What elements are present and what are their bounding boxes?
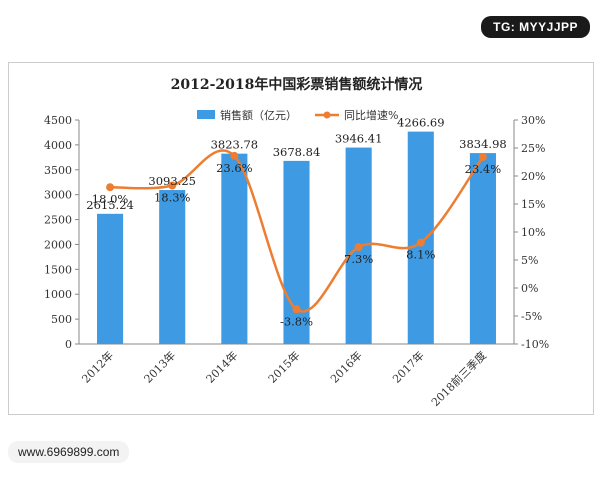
x-tick-label: 2016年	[327, 348, 364, 385]
bar	[283, 160, 310, 344]
right-tick-label: 25%	[521, 142, 545, 155]
bar-value-label: 3823.78	[211, 138, 259, 152]
legend-line-marker	[323, 111, 331, 119]
line-value-label: 23.6%	[216, 161, 253, 175]
left-tick-label: 2500	[44, 214, 72, 227]
x-tick-label: 2014年	[203, 348, 240, 385]
left-tick-label: 0	[65, 338, 72, 351]
right-tick-label: 15%	[521, 198, 545, 211]
bar-value-label: 3093.25	[148, 174, 196, 188]
line-point	[168, 181, 177, 190]
left-tick-label: 3500	[44, 164, 72, 177]
right-tick-label: -5%	[521, 310, 542, 323]
line-point	[106, 183, 115, 192]
left-tick-label: 1000	[44, 288, 72, 301]
x-tick-label: 2017年	[389, 348, 426, 385]
legend-bar-label: 销售额（亿元）	[220, 108, 297, 122]
line-value-label: -3.8%	[280, 314, 313, 328]
bar-value-label: 3678.84	[273, 145, 321, 159]
x-tick-label: 2013年	[141, 348, 178, 385]
chart-frame: 2012-2018年中国彩票销售额统计情况销售额（亿元） 同比增速% 0 500 100…	[8, 62, 594, 415]
line-value-label: 18.3%	[154, 191, 191, 205]
left-tick-label: 4000	[44, 139, 72, 152]
bar	[97, 213, 124, 344]
bar-value-label: 2615.24	[86, 198, 134, 212]
left-tick-label: 500	[51, 313, 72, 326]
line-value-label: 8.1%	[406, 248, 435, 262]
line-point	[292, 305, 301, 314]
right-tick-label: -10%	[521, 338, 549, 351]
right-tick-label: 0%	[521, 282, 538, 295]
chart-title: 2012-2018年中国彩票销售额统计情况	[171, 76, 423, 93]
bar	[221, 153, 248, 344]
bar-value-label: 4266.69	[397, 116, 445, 130]
bar	[469, 153, 496, 344]
bar	[159, 190, 186, 344]
right-tick-label: 5%	[521, 254, 538, 267]
line-point	[478, 152, 487, 161]
line-value-label: 18.0%	[92, 192, 129, 206]
legend-bar-swatch	[197, 110, 215, 119]
line-point	[416, 238, 425, 247]
line-value-label: 7.3%	[344, 252, 373, 266]
x-tick-label: 2012年	[79, 348, 116, 385]
legend-line-label: 同比增速%	[344, 108, 398, 122]
bar	[407, 131, 434, 344]
bar-value-label: 3834.98	[459, 137, 507, 151]
left-tick-label: 4500	[44, 114, 72, 127]
right-tick-label: 10%	[521, 226, 545, 239]
top-watermark-badge: TG: MYYJJPP	[481, 16, 590, 38]
bottom-url-badge: www.6969899.com	[8, 441, 130, 463]
line-point	[230, 151, 239, 160]
line-point	[354, 243, 363, 252]
left-tick-label: 1500	[44, 263, 72, 276]
x-tick-label: 2015年	[265, 348, 302, 385]
left-tick-label: 2000	[44, 238, 72, 251]
line-value-label: 23.4%	[465, 162, 502, 176]
x-tick-label: 2018前三季度	[428, 348, 489, 409]
bar-value-label: 3946.41	[335, 132, 383, 146]
right-tick-label: 20%	[521, 170, 545, 183]
left-tick-label: 3000	[44, 189, 72, 202]
right-tick-label: 30%	[521, 114, 545, 127]
